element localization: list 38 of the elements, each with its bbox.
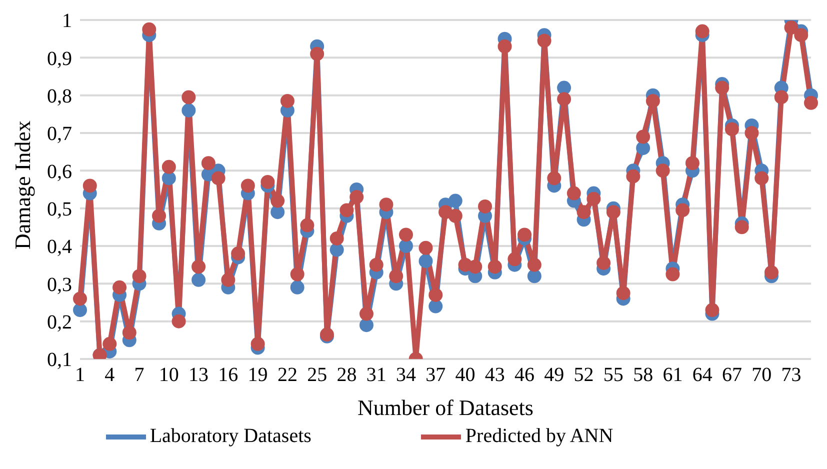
x-tick-label: 16 xyxy=(218,364,238,386)
y-tick-label: 0,1 xyxy=(47,349,72,372)
x-tick-label: 10 xyxy=(158,364,179,386)
x-tick-label: 37 xyxy=(426,364,446,386)
x-tick-label: 28 xyxy=(336,364,357,386)
legend-label: Laboratory Datasets xyxy=(150,424,312,447)
x-tick-label: 46 xyxy=(514,364,535,386)
x-tick-label: 73 xyxy=(781,364,802,386)
x-tick-label: 58 xyxy=(633,364,654,386)
y-axis-title: Damage Index xyxy=(10,120,35,250)
x-tick-label: 19 xyxy=(248,364,268,386)
x-tick-label: 22 xyxy=(277,364,298,386)
x-axis-title: Number of Datasets xyxy=(358,395,534,420)
x-tick-label: 40 xyxy=(455,364,476,386)
x-tick-label: 61 xyxy=(662,364,683,386)
y-tick-label: 0,2 xyxy=(47,311,72,334)
y-tick-label: 0,7 xyxy=(47,123,72,146)
x-tick-label: 43 xyxy=(484,364,505,386)
y-tick-label: 0,5 xyxy=(47,198,72,220)
x-tick-label: 55 xyxy=(603,364,624,386)
x-tick-label: 13 xyxy=(188,364,209,386)
legend-label: Predicted by ANN xyxy=(465,424,614,447)
x-tick-label: 4 xyxy=(104,364,115,386)
x-tick-label: 49 xyxy=(544,364,564,386)
x-tick-label: 70 xyxy=(752,364,772,386)
y-tick-label: 0,4 xyxy=(47,236,72,258)
y-tick-label: 0,9 xyxy=(47,48,72,70)
y-tick-label: 0,8 xyxy=(47,85,72,108)
x-tick-label: 52 xyxy=(574,364,594,386)
y-tick-label: 0,3 xyxy=(47,274,72,296)
x-tick-label: 31 xyxy=(366,364,386,386)
x-tick-label: 67 xyxy=(722,364,742,386)
x-tick-label: 7 xyxy=(134,364,144,386)
x-tick-label: 34 xyxy=(396,364,416,386)
x-tick-label: 64 xyxy=(692,364,712,386)
y-tick-label: 0,6 xyxy=(47,160,72,183)
x-tick-label: 25 xyxy=(307,364,328,386)
y-tick-label: 1 xyxy=(62,10,72,32)
